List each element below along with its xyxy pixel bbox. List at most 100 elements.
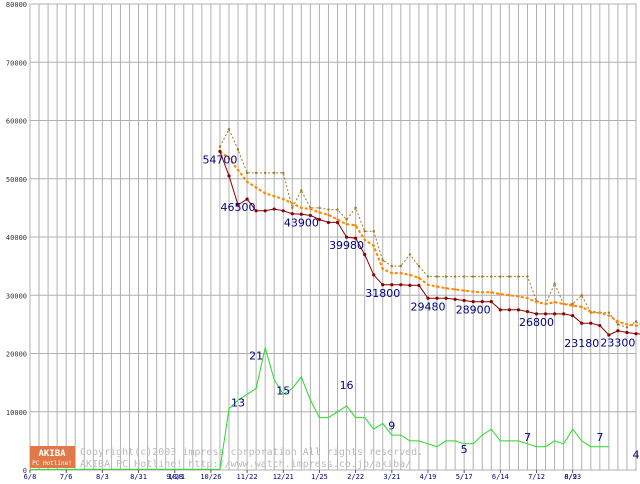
series-average-point: [381, 267, 384, 271]
series-min-point: [525, 309, 530, 314]
y-tick-label: 20000: [6, 351, 27, 359]
series-max-point: [499, 275, 502, 278]
site-url-line: AKIBA PC Hotline! http://www.watch.impre…: [80, 459, 411, 470]
series-min-point: [408, 283, 412, 287]
x-tick-label: 4/19: [420, 473, 437, 480]
series-average-point: [245, 180, 249, 183]
series-max-point: [273, 171, 276, 175]
series-min-point: [372, 273, 376, 277]
series-max-point: [580, 294, 583, 297]
series-max-point: [508, 275, 511, 278]
data-label: 28900: [456, 304, 491, 317]
x-tick-label: 2/22: [347, 473, 364, 480]
y-tick-label: 70000: [6, 59, 27, 67]
series-min-point: [471, 300, 475, 304]
series-average-point: [616, 320, 620, 323]
x-tick-label: 11/22: [237, 473, 258, 480]
series-min-point: [426, 296, 430, 300]
series-max-point: [607, 311, 611, 314]
y-tick-label: 40000: [6, 234, 27, 242]
series-min-point: [354, 236, 358, 240]
series-min-point: [543, 312, 548, 316]
x-tick-label-extra: 10/1: [168, 473, 185, 480]
series-min-point: [290, 212, 294, 216]
y-tick-label: 50000: [6, 176, 27, 184]
x-tick-label-extra: 8/9: [564, 473, 577, 480]
series-max-point: [390, 264, 393, 268]
series-average-point: [336, 218, 339, 221]
series-min-point: [399, 283, 403, 287]
series-min-point: [534, 312, 539, 316]
series-max-point: [435, 275, 439, 278]
series-max-point: [481, 275, 484, 278]
series-max-point: [399, 264, 403, 268]
series-min-point: [308, 213, 312, 218]
x-tick-label: 8/31: [130, 473, 147, 480]
series-min-point: [598, 323, 602, 328]
series-min-point: [462, 298, 466, 303]
series-average-point: [607, 314, 611, 317]
data-label: 21: [249, 350, 263, 363]
x-tick-label: 12/21: [273, 473, 294, 480]
data-label: 23300: [600, 336, 635, 349]
series-min-point: [589, 321, 593, 325]
series-max-point: [327, 208, 330, 211]
series-average-point: [634, 324, 638, 327]
series-min-point: [562, 312, 566, 316]
data-label: 9: [388, 420, 395, 433]
y-tick-label: 10000: [6, 409, 27, 417]
x-tick-label: 5/17: [456, 473, 473, 480]
series-max-point: [526, 275, 529, 278]
series-min-point: [263, 209, 267, 213]
series-average-point: [544, 302, 547, 306]
akiba-logo-text: AKIBA: [38, 449, 66, 459]
series-average-point: [408, 273, 412, 277]
copyright-line: Copyright(c)2003 impress corporation All…: [80, 447, 423, 458]
series-min-point: [552, 312, 557, 316]
series-average-point: [435, 285, 439, 288]
series-average-point: [553, 301, 556, 304]
series-max-point: [490, 275, 493, 278]
series-average-point: [363, 238, 366, 242]
series-average-point: [282, 197, 285, 201]
series-average-point: [499, 292, 502, 296]
series-min-point: [507, 308, 511, 312]
y-tick-label: 30000: [6, 292, 27, 300]
series-max-point: [245, 171, 249, 175]
series-max-point: [263, 171, 267, 175]
akiba-logo-subtext: PC Hotline!: [32, 460, 72, 467]
series-min-point: [489, 300, 493, 304]
data-label: 29480: [410, 300, 445, 313]
series-max-point: [517, 275, 520, 278]
x-tick-label: 7/12: [528, 473, 545, 480]
series-average-point: [535, 301, 538, 304]
series-min-point: [281, 209, 285, 213]
series-min-point: [344, 235, 349, 239]
x-tick-label: 6/8: [24, 473, 37, 480]
y-tick-label: 80000: [6, 1, 27, 9]
series-average-point: [571, 304, 574, 307]
series-average-point: [580, 305, 583, 309]
series-max-point: [227, 128, 231, 131]
series-min-point: [245, 197, 249, 201]
series-max-point: [363, 229, 366, 233]
series-average-point: [589, 310, 592, 313]
series-min-point: [218, 149, 222, 153]
data-label: 54700: [202, 153, 237, 166]
series-max-point: [236, 148, 240, 151]
series-average-point: [318, 211, 321, 214]
series-average-point: [625, 323, 629, 326]
x-tick-label: 7/6: [60, 473, 73, 480]
series-average-point: [562, 302, 565, 306]
series-shops-line: [30, 347, 609, 470]
series-average-point: [372, 244, 375, 247]
series-average-point: [526, 296, 529, 300]
series-average-point: [254, 186, 258, 189]
series-max-point: [462, 275, 466, 278]
series-average-point: [417, 276, 421, 279]
series-average-point: [236, 168, 240, 172]
series-average-point: [227, 157, 231, 160]
series-min-point: [227, 174, 231, 178]
x-tick-label: 9/28: [166, 473, 183, 480]
